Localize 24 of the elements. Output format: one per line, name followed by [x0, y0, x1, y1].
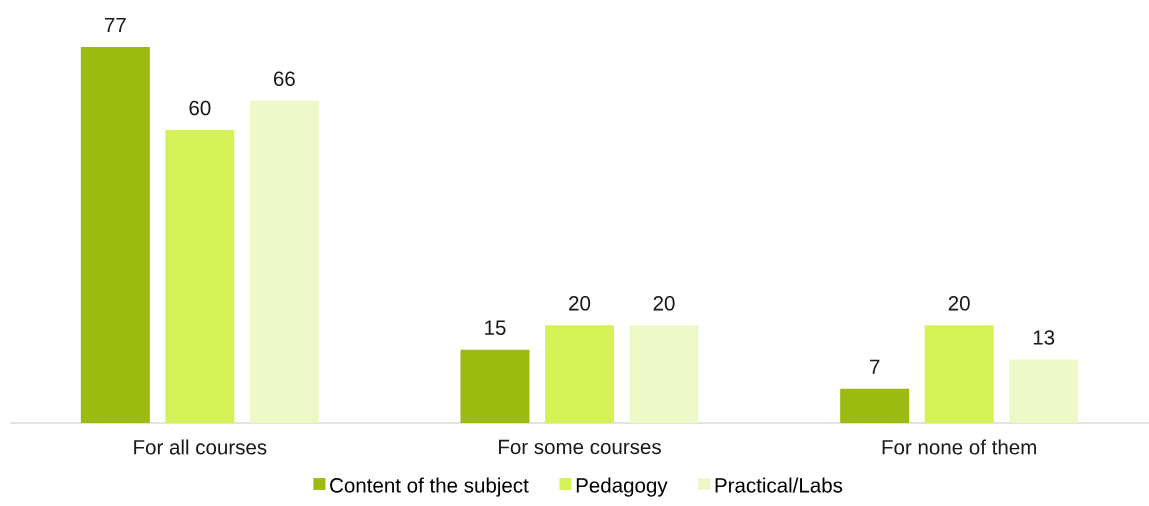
x-tick-label: For all courses — [134, 439, 267, 455]
bar — [80, 47, 150, 423]
data-label: 15 — [485, 320, 506, 335]
bar — [629, 325, 699, 423]
data-label: 77 — [104, 17, 126, 33]
bar — [545, 325, 615, 423]
bar — [924, 325, 994, 423]
data-label: 20 — [948, 296, 970, 311]
bar — [840, 388, 910, 423]
data-label: 66 — [273, 71, 295, 86]
data-label: 20 — [569, 296, 591, 311]
bar — [165, 130, 235, 423]
data-label: 20 — [653, 296, 675, 311]
bar — [1009, 359, 1079, 423]
legend-label: Pedagogy — [576, 477, 668, 497]
bar — [249, 100, 319, 423]
data-label: 13 — [1033, 330, 1055, 345]
x-tick-label: For none of them — [882, 439, 1036, 455]
x-tick-label: For some courses — [499, 439, 661, 455]
bar — [460, 349, 530, 423]
data-label: 60 — [189, 100, 211, 116]
legend-label: Content of the subject — [330, 477, 529, 497]
data-label: 7 — [870, 359, 880, 374]
legend-label: Practical/Labs — [715, 477, 843, 493]
